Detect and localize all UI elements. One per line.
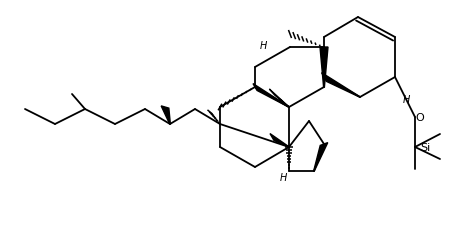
Text: H: H — [279, 172, 287, 182]
Text: H: H — [259, 41, 267, 51]
Text: H: H — [403, 94, 410, 105]
Text: O: O — [415, 112, 424, 122]
Text: Si: Si — [420, 142, 430, 152]
Polygon shape — [314, 143, 328, 171]
Polygon shape — [253, 84, 289, 108]
Polygon shape — [161, 106, 171, 125]
Polygon shape — [320, 48, 328, 88]
Polygon shape — [270, 90, 289, 108]
Polygon shape — [270, 134, 289, 148]
Polygon shape — [322, 73, 360, 98]
